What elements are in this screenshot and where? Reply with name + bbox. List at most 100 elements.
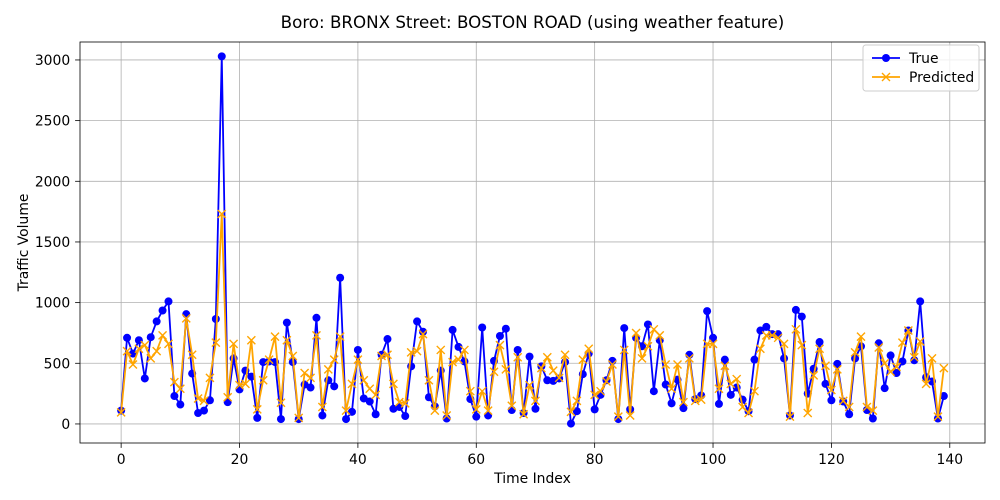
predicted-point xyxy=(187,350,197,360)
true-point xyxy=(614,415,623,424)
predicted-point xyxy=(720,361,730,371)
true-point xyxy=(501,324,510,333)
predicted-point xyxy=(631,328,641,338)
true-point xyxy=(543,376,552,385)
predicted-point xyxy=(264,355,274,365)
predicted-point xyxy=(240,379,250,389)
predicted-point xyxy=(388,379,398,389)
x-tick-label: 60 xyxy=(467,452,485,468)
predicted-point xyxy=(193,393,203,403)
true-point xyxy=(478,323,487,332)
y-tick-label: 1500 xyxy=(35,235,70,251)
predicted-point xyxy=(158,330,168,340)
true-point xyxy=(365,397,374,406)
predicted-point xyxy=(181,313,191,323)
legend: True Predicted xyxy=(862,44,980,92)
plot-frame xyxy=(79,41,986,444)
predicted-point xyxy=(199,396,209,406)
predicted-point xyxy=(708,339,718,349)
predicted-point xyxy=(601,376,611,386)
true-point xyxy=(714,399,723,408)
predicted-point xyxy=(530,396,540,406)
true-point xyxy=(791,305,800,314)
true-point xyxy=(726,390,735,399)
predicted-point xyxy=(939,363,949,373)
predicted-point xyxy=(300,368,310,378)
predicted-point xyxy=(359,375,369,385)
true-point xyxy=(833,359,842,368)
predicted-point xyxy=(714,384,724,394)
predicted-point xyxy=(667,384,677,394)
x-axis-label: Time Index xyxy=(493,471,571,487)
predicted-point xyxy=(323,364,333,374)
y-tick-label: 0 xyxy=(61,417,70,433)
predicted-point xyxy=(258,375,268,385)
predicted-point xyxy=(205,373,215,383)
predicted-point xyxy=(477,386,487,396)
true-point xyxy=(590,405,599,414)
predicted-point xyxy=(856,332,866,342)
true-point xyxy=(797,312,806,321)
x-tick-label: 20 xyxy=(231,452,249,468)
predicted-point xyxy=(767,330,777,340)
y-tick-label: 2500 xyxy=(35,114,70,130)
predicted-point xyxy=(542,352,552,362)
true-point xyxy=(211,315,220,323)
x-tick-label: 0 xyxy=(117,452,126,468)
true-point xyxy=(282,318,291,327)
predicted-point xyxy=(223,392,233,402)
true-point xyxy=(750,355,759,364)
predicted-point xyxy=(921,379,931,389)
true-point xyxy=(377,350,386,359)
true-point xyxy=(513,345,522,354)
predicted-point xyxy=(862,402,872,412)
true-point xyxy=(371,410,380,419)
predicted-point xyxy=(684,353,694,363)
true-point xyxy=(703,307,712,316)
predicted-point xyxy=(507,401,517,411)
predicted-point xyxy=(459,345,469,355)
x-tick-label: 120 xyxy=(818,452,845,468)
predicted-point xyxy=(880,358,890,368)
predicted-point xyxy=(382,350,392,360)
predicted-point xyxy=(613,412,623,422)
predicted-point xyxy=(678,397,688,407)
predicted-point xyxy=(755,344,765,354)
legend-true-marker xyxy=(882,54,890,62)
predicted-point xyxy=(903,326,913,336)
predicted-point xyxy=(915,336,925,346)
predicted-point xyxy=(897,338,907,348)
predicted-point xyxy=(596,386,606,396)
predicted-point xyxy=(619,345,629,355)
predicted-point xyxy=(726,379,736,389)
predicted-point xyxy=(548,366,558,376)
chart-title: Boro: BRONX Street: BOSTON ROAD (using w… xyxy=(281,12,785,32)
predicted-point xyxy=(566,407,576,417)
true-point xyxy=(182,310,191,319)
legend-predicted-label: Predicted xyxy=(909,70,974,86)
predicted-point xyxy=(749,386,759,396)
predicted-point xyxy=(826,385,836,395)
true-point xyxy=(200,406,208,415)
predicted-point xyxy=(128,360,138,369)
true-point xyxy=(620,324,629,333)
x-tick-label: 140 xyxy=(937,452,964,468)
predicted-point xyxy=(607,360,617,369)
predicted-point xyxy=(495,340,505,350)
predicted-point xyxy=(933,412,943,422)
predicted-point xyxy=(140,340,150,350)
true-point xyxy=(312,313,321,322)
true-point xyxy=(762,322,771,331)
predicted-point xyxy=(696,395,706,405)
predicted-point xyxy=(311,330,321,340)
true-point xyxy=(306,383,315,392)
predicted-point xyxy=(341,406,351,416)
true-point xyxy=(845,410,854,419)
predicted-point xyxy=(661,360,671,369)
predicted-point xyxy=(436,345,446,355)
true-point xyxy=(413,317,422,326)
predicted-point xyxy=(797,340,807,350)
true-point xyxy=(205,396,214,405)
true-point xyxy=(276,415,285,424)
predicted-point xyxy=(134,344,144,354)
